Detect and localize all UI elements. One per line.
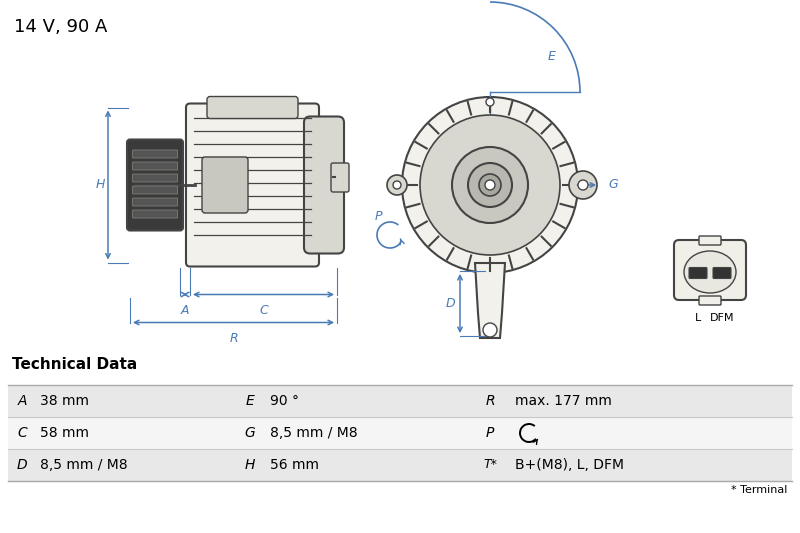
Text: Technical Data: Technical Data [12, 357, 138, 372]
Text: C: C [17, 426, 27, 440]
Bar [8, 385, 792, 417]
Text: G: G [608, 179, 618, 191]
Text: R: R [485, 394, 495, 408]
FancyBboxPatch shape [186, 103, 319, 266]
FancyBboxPatch shape [133, 162, 178, 170]
Text: H: H [245, 458, 255, 472]
Text: * Terminal: * Terminal [730, 485, 787, 495]
Text: E: E [246, 394, 254, 408]
FancyBboxPatch shape [133, 150, 178, 158]
Text: L: L [695, 313, 701, 323]
Text: P: P [374, 211, 382, 223]
FancyBboxPatch shape [713, 268, 731, 279]
Text: 14 V, 90 A: 14 V, 90 A [14, 18, 107, 36]
Text: max. 177 mm: max. 177 mm [515, 394, 612, 408]
Circle shape [479, 174, 501, 196]
Text: T*: T* [483, 458, 497, 472]
Text: DFM: DFM [710, 313, 734, 323]
FancyBboxPatch shape [674, 240, 746, 300]
Text: H: H [95, 179, 105, 191]
Text: A: A [18, 394, 26, 408]
Text: P: P [486, 426, 494, 440]
Text: 8,5 mm / M8: 8,5 mm / M8 [270, 426, 358, 440]
FancyBboxPatch shape [689, 268, 707, 279]
Text: 58 mm: 58 mm [40, 426, 89, 440]
Circle shape [393, 181, 401, 189]
FancyBboxPatch shape [133, 210, 178, 218]
FancyBboxPatch shape [304, 117, 344, 254]
Circle shape [486, 98, 494, 106]
FancyBboxPatch shape [127, 140, 183, 230]
FancyBboxPatch shape [133, 198, 178, 206]
Text: C: C [259, 303, 268, 317]
Text: D: D [17, 458, 27, 472]
Text: 8,5 mm / M8: 8,5 mm / M8 [40, 458, 128, 472]
Circle shape [420, 115, 560, 255]
FancyBboxPatch shape [133, 174, 178, 182]
Polygon shape [475, 263, 505, 338]
FancyBboxPatch shape [699, 296, 721, 305]
Circle shape [569, 171, 597, 199]
Text: A: A [181, 303, 190, 317]
Text: E: E [548, 51, 556, 63]
Circle shape [402, 97, 578, 273]
Bar [8, 449, 792, 481]
FancyBboxPatch shape [202, 157, 248, 213]
Circle shape [387, 175, 407, 195]
FancyBboxPatch shape [133, 186, 178, 194]
FancyBboxPatch shape [699, 236, 721, 245]
Circle shape [578, 180, 588, 190]
Text: 56 mm: 56 mm [270, 458, 319, 472]
Circle shape [468, 163, 512, 207]
Bar [8, 417, 792, 449]
Ellipse shape [684, 251, 736, 293]
Text: B+(M8), L, DFM: B+(M8), L, DFM [515, 458, 624, 472]
FancyBboxPatch shape [331, 163, 349, 192]
Circle shape [452, 147, 528, 223]
Text: 38 mm: 38 mm [40, 394, 89, 408]
FancyBboxPatch shape [207, 96, 298, 118]
Circle shape [485, 180, 495, 190]
Circle shape [483, 323, 497, 337]
Text: D: D [445, 297, 455, 310]
Text: R: R [229, 332, 238, 344]
Text: 90 °: 90 ° [270, 394, 299, 408]
Text: G: G [245, 426, 255, 440]
